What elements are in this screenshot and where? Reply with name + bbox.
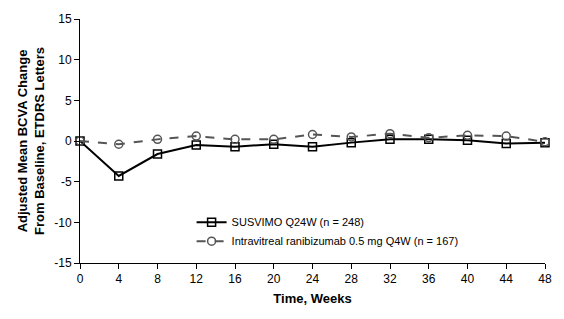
svg-text:-15: -15 — [54, 256, 72, 270]
svg-text:10: 10 — [58, 53, 72, 67]
svg-text:20: 20 — [267, 272, 281, 286]
svg-text:Time, Weeks: Time, Weeks — [273, 291, 351, 306]
svg-text:8: 8 — [154, 272, 161, 286]
svg-text:12: 12 — [190, 272, 204, 286]
svg-text:-5: -5 — [61, 175, 72, 189]
svg-text:24: 24 — [306, 272, 320, 286]
svg-text:Adjusted Mean BCVA ChangeFrom: Adjusted Mean BCVA ChangeFrom Baseline, … — [15, 47, 47, 235]
svg-text:16: 16 — [228, 272, 242, 286]
svg-text:40: 40 — [461, 272, 475, 286]
svg-text:28: 28 — [345, 272, 359, 286]
svg-text:36: 36 — [422, 272, 436, 286]
svg-text:32: 32 — [383, 272, 397, 286]
svg-text:SUSVIMO Q24W (n = 248): SUSVIMO Q24W (n = 248) — [232, 216, 364, 228]
svg-text:-10: -10 — [54, 216, 72, 230]
svg-text:15: 15 — [58, 12, 72, 26]
svg-text:Intravitreal ranibizumab 0.5 m: Intravitreal ranibizumab 0.5 mg Q4W (n =… — [232, 235, 459, 247]
svg-text:0: 0 — [77, 272, 84, 286]
svg-text:44: 44 — [500, 272, 514, 286]
svg-text:4: 4 — [115, 272, 122, 286]
svg-text:5: 5 — [65, 94, 72, 108]
svg-text:0: 0 — [65, 134, 72, 148]
svg-text:48: 48 — [538, 272, 552, 286]
